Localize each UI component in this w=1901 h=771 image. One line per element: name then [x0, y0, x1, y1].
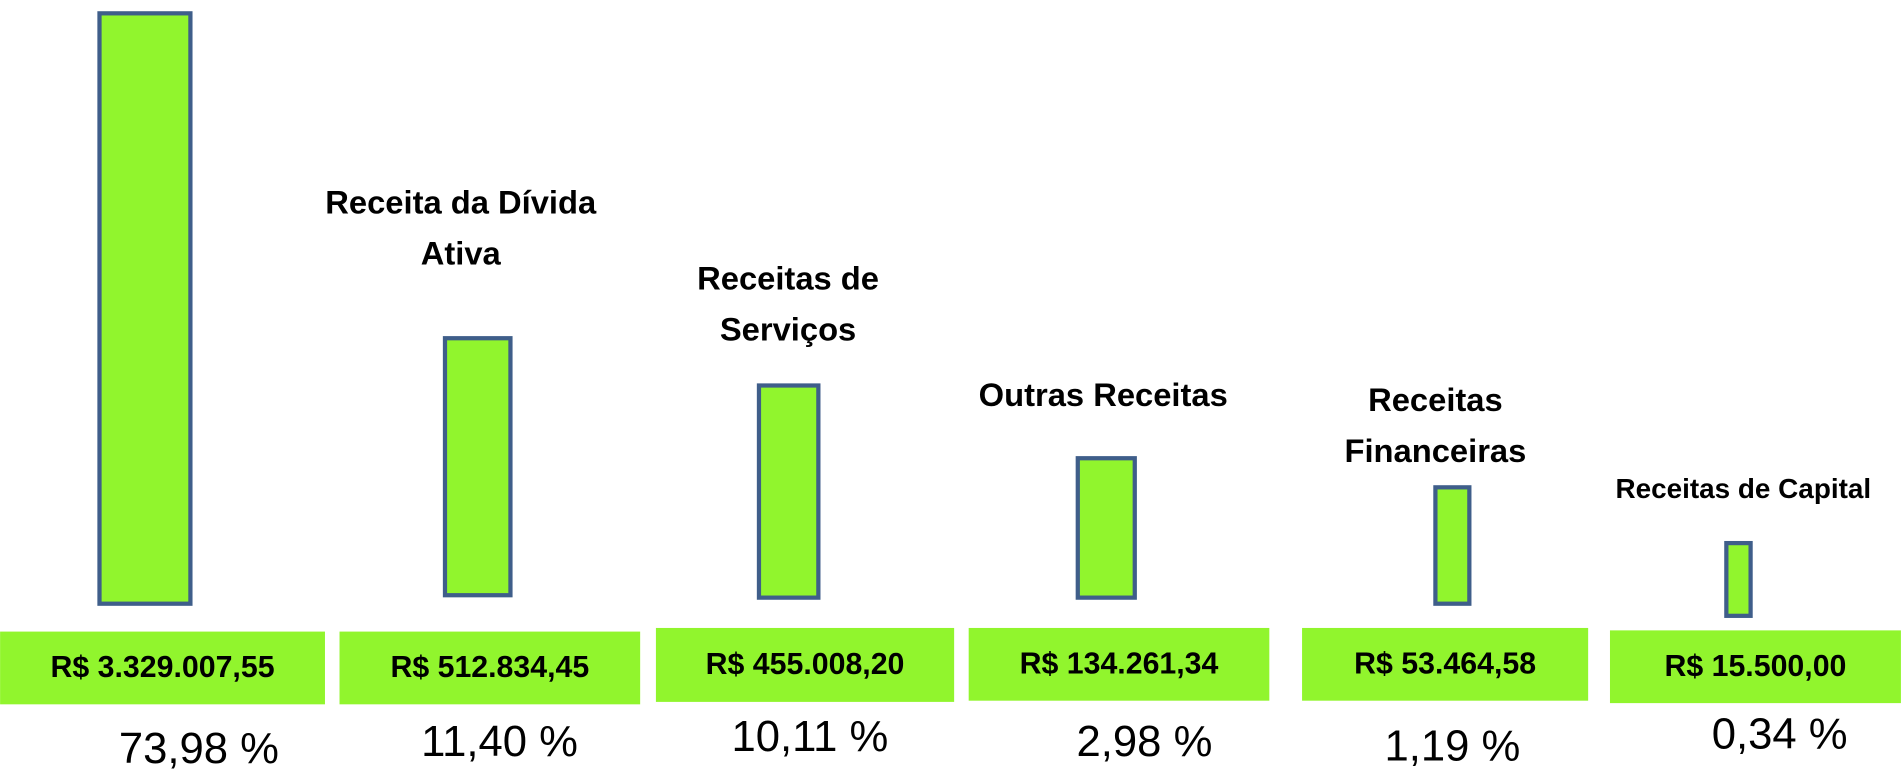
percent: 11,40 %	[421, 717, 578, 766]
amount-box	[655, 627, 955, 702]
percent: 73,98 %	[119, 724, 279, 771]
amount: R$ 15.500,00	[1664, 650, 1846, 683]
amount-box	[1302, 627, 1589, 701]
amount-box	[0, 631, 325, 705]
bar	[1075, 456, 1137, 600]
category-label: Financeiras	[1344, 432, 1526, 469]
amount: R$ 3.329.007,55	[51, 651, 275, 684]
category-label: Ativa	[421, 234, 502, 271]
category-label: Receita da Dívida	[325, 183, 597, 220]
bar	[1724, 540, 1753, 618]
amount-box	[1609, 630, 1901, 704]
bar	[1433, 485, 1472, 606]
percent: 2,98 %	[1077, 717, 1213, 766]
amount: R$ 455.008,20	[706, 648, 905, 681]
percent: 10,11 %	[731, 712, 888, 761]
bar	[97, 11, 193, 606]
amount-box	[339, 631, 641, 705]
category-label: Receitas de Capital	[1616, 473, 1872, 504]
amount: R$ 134.261,34	[1020, 648, 1219, 681]
percent: 1,19 %	[1384, 722, 1520, 771]
category-label: Receitas de	[697, 260, 879, 297]
amount-box	[968, 627, 1270, 701]
category-label: Receitas	[1368, 381, 1503, 418]
amount: R$ 53.464,58	[1354, 648, 1536, 681]
bar	[442, 336, 513, 598]
bar	[756, 383, 821, 600]
percent: 0,34 %	[1712, 710, 1848, 759]
category-label: Outras Receitas	[979, 376, 1228, 413]
amount: R$ 512.834,45	[390, 651, 589, 684]
category-label: Serviços	[720, 311, 856, 348]
